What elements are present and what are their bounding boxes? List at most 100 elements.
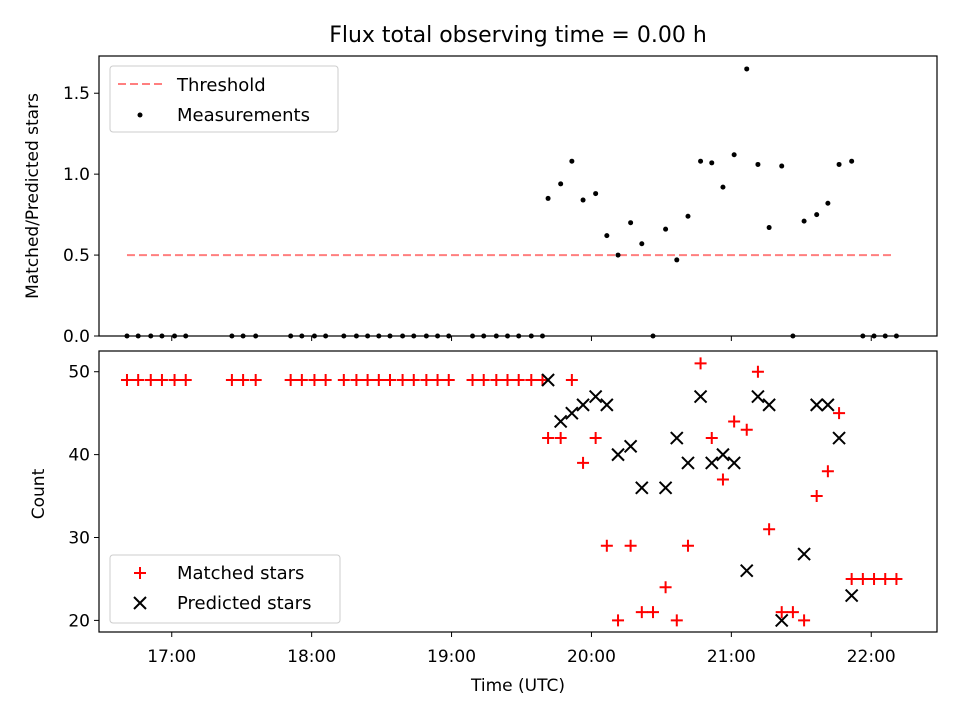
matched-star-marker [635, 606, 648, 619]
matched-star-marker [879, 572, 892, 585]
bottom-x-axis-label: Time (UTC) [470, 676, 565, 696]
bottom-legend: Matched stars Predicted stars [109, 554, 341, 624]
predicted-star-marker [821, 398, 835, 412]
predicted-star-marker [693, 389, 708, 404]
matched-star-marker [295, 374, 308, 387]
matched-star-marker [740, 423, 753, 436]
matched-star-marker [308, 374, 321, 387]
top-legend: Threshold Measurements [109, 65, 339, 133]
legend-matched-marker [134, 567, 146, 579]
top-panel: Flux total observing time = 0.00 h 0.00.… [23, 23, 938, 347]
bottom-x-tick-label: 22:00 [847, 647, 896, 667]
matched-star-marker [319, 374, 332, 387]
matched-star-marker [477, 374, 490, 387]
measurement-point [849, 158, 855, 164]
matched-star-marker [868, 572, 881, 585]
measurement-point [720, 184, 726, 190]
legend-predicted-marker [133, 596, 147, 610]
bottom-x-tick-label: 19:00 [427, 647, 476, 667]
matched-star-marker [798, 614, 811, 627]
predicted-star-marker [600, 398, 614, 412]
top-chart-title: Flux total observing time = 0.00 h [329, 23, 707, 48]
matched-star-marker [681, 539, 694, 552]
bottom-y-tick-label: 30 [68, 529, 90, 549]
matched-star-marker [845, 572, 858, 585]
matched-star-marker [694, 357, 707, 370]
matched-star-marker [383, 374, 396, 387]
legend-measurements-label: Measurements [177, 105, 310, 126]
matched-star-marker [120, 374, 133, 387]
matched-star-marker [890, 572, 903, 585]
matched-star-marker [237, 374, 250, 387]
matched-star-marker [600, 539, 613, 552]
matched-star-marker [350, 374, 363, 387]
matched-star-marker [155, 374, 168, 387]
measurement-point [801, 218, 807, 224]
measurement-point [639, 241, 645, 247]
predicted-star-marker [681, 456, 695, 470]
matched-star-marker [624, 539, 637, 552]
matched-star-marker [284, 374, 297, 387]
matched-star-marker [659, 581, 672, 594]
matched-star-marker [751, 365, 764, 378]
predicted-star-marker [751, 389, 765, 404]
bottom-plot-area [120, 357, 903, 628]
matched-star-marker [179, 374, 192, 387]
measurement-point [615, 252, 621, 258]
bottom-x-axis: 17:00 18:00 19:00 20:00 21:00 22:00 [147, 632, 896, 667]
matched-star-marker [337, 374, 350, 387]
matched-star-marker [249, 374, 262, 387]
predicted-star-marker [576, 398, 590, 412]
bottom-legend-box [109, 554, 341, 624]
measurement-point [698, 158, 704, 164]
matched-star-marker [705, 432, 718, 445]
matched-star-marker [821, 465, 834, 478]
measurement-point [593, 191, 599, 197]
matched-star-marker [466, 374, 479, 387]
matched-star-marker [775, 606, 788, 619]
predicted-star-marker [705, 456, 719, 470]
matched-star-marker [536, 374, 549, 387]
matched-star-marker [565, 374, 578, 387]
matched-star-marker [372, 374, 385, 387]
top-x-ticks [171, 336, 872, 341]
matched-star-marker [442, 374, 455, 387]
predicted-star-marker [565, 406, 579, 420]
legend-matched-label: Matched stars [177, 563, 304, 584]
predicted-star-marker [541, 373, 555, 387]
matched-star-marker [501, 374, 514, 387]
top-legend-box [109, 65, 339, 133]
predicted-star-marker [775, 613, 789, 628]
bottom-y-axis-label: Count [29, 468, 49, 519]
matched-star-marker [833, 407, 846, 420]
matched-star-marker [225, 374, 238, 387]
matched-star-marker [144, 374, 157, 387]
bottom-y-tick-label: 40 [68, 446, 90, 466]
predicted-star-marker [658, 481, 673, 495]
matched-star-marker [810, 490, 823, 503]
matched-star-marker [716, 473, 729, 486]
bottom-y-tick-label: 50 [68, 363, 90, 383]
matched-star-marker [420, 374, 433, 387]
measurement-point [766, 225, 772, 231]
top-plot-area [124, 66, 899, 339]
measurement-point [709, 160, 715, 166]
matched-star-marker [361, 374, 374, 387]
top-y-axis-label: Matched/Predicted stars [23, 93, 43, 299]
bottom-x-tick-label: 21:00 [707, 647, 756, 667]
legend-threshold-label: Threshold [176, 75, 266, 96]
predicted-star-marker [832, 431, 846, 445]
predicted-star-marker [716, 447, 730, 462]
matched-star-marker [490, 374, 503, 387]
predicted-star-marker [740, 563, 754, 578]
bottom-x-tick-label: 18:00 [287, 647, 336, 667]
matched-star-marker [670, 614, 683, 627]
matched-star-marker [589, 432, 602, 445]
predicted-star-marker [727, 456, 741, 470]
measurement-point [825, 200, 831, 206]
measurement-point [569, 158, 575, 164]
predicted-star-marker [670, 431, 684, 445]
measurement-point [663, 226, 669, 232]
